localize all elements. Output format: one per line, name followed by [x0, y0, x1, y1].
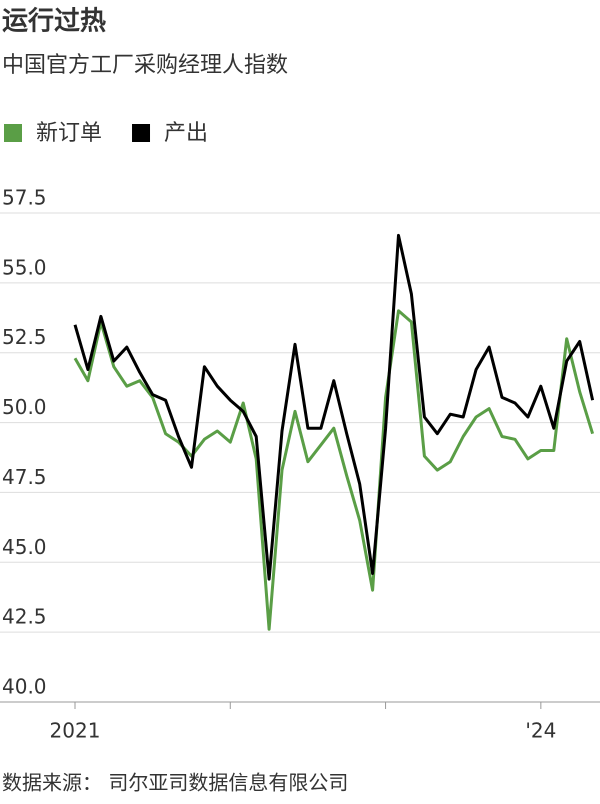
x-tick-label: '24: [525, 719, 556, 743]
y-tick-label: 52.5: [2, 325, 47, 349]
y-tick-label: 50.0: [2, 395, 47, 419]
series-line: [73, 309, 595, 631]
y-tick-label: 45.0: [2, 535, 47, 559]
legend-label: 新订单: [36, 121, 102, 146]
legend-label: 产出: [164, 121, 208, 146]
series-line: [73, 233, 595, 581]
chart-subtitle: 中国官方工厂采购经理人指数: [2, 53, 288, 78]
source: 数据来源： 司尔亚司数据信息有限公司: [2, 771, 348, 795]
y-tick-label: 55.0: [2, 255, 47, 279]
legend-swatch: [132, 124, 151, 142]
legend-swatch: [4, 124, 22, 142]
y-tick-label: 47.5: [2, 465, 47, 489]
y-tick-label: 42.5: [2, 605, 47, 629]
y-tick-label: 40.0: [2, 675, 47, 699]
x-tick-label: 2021: [50, 719, 101, 743]
chart-title: 运行过热: [2, 6, 106, 37]
y-tick-label: 57.5: [2, 186, 47, 210]
